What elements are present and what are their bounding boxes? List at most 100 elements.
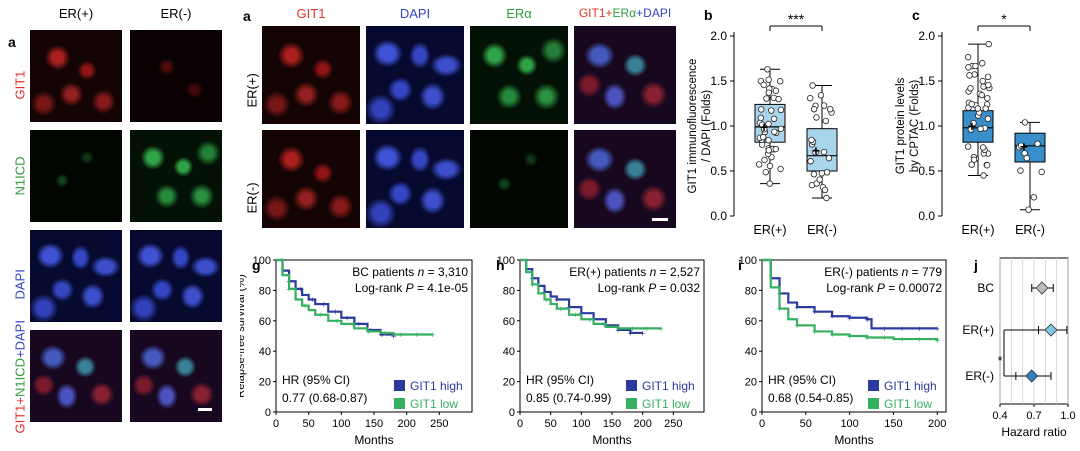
- censor-mark-g-1: +: [350, 319, 355, 329]
- data-point-c: [984, 115, 992, 122]
- mean-marker-c-0: +: [968, 118, 976, 134]
- mid-image-git1-erpos: [262, 26, 360, 124]
- censor-mark-g-0: +: [321, 300, 326, 310]
- stats-line-2-i: Log-rank P = 0.00072: [826, 281, 942, 295]
- data-point-b: [759, 133, 767, 141]
- forest-point-1: [1044, 323, 1058, 337]
- censor-mark-i-0: +: [900, 324, 905, 334]
- x-tick-label-i: 150: [884, 418, 902, 430]
- mid-col-era: ERα: [506, 6, 532, 21]
- y-tick-label-i: 40: [745, 346, 757, 358]
- x-tick-label-g: 200: [397, 418, 415, 430]
- data-point-c: [1025, 206, 1032, 213]
- y-tick-label-b: 1.0: [710, 119, 727, 133]
- data-point-c: [1017, 167, 1024, 174]
- censor-mark-i-0: +: [882, 324, 887, 334]
- data-point-c: [980, 172, 987, 179]
- mean-marker-b-1: +: [812, 142, 820, 158]
- data-point-b: [810, 106, 818, 113]
- censor-mark-i-0: +: [847, 313, 852, 323]
- censor-mark-i-0: +: [794, 303, 799, 313]
- data-point-c: [1030, 194, 1038, 201]
- y-tick-label-i: 100: [739, 255, 757, 267]
- y-tick-label-h: 0: [509, 407, 515, 419]
- data-point-c: [979, 144, 987, 151]
- y-tick-label-g: 0: [265, 407, 271, 419]
- x-tick-label-g: 0: [273, 418, 279, 430]
- mid-image-merge-erpos: [574, 26, 676, 124]
- mid-row-erneg: ER(-): [244, 182, 260, 214]
- data-point-c: [971, 71, 978, 78]
- censor-mark-h-1: +: [630, 324, 635, 334]
- mid-image-era-erneg: [470, 130, 568, 228]
- left-scale-bar: [198, 408, 212, 411]
- survival-curve-g-1: [276, 258, 433, 336]
- left-row-n1icd: N1ICD: [12, 156, 28, 196]
- data-point-c: [1038, 168, 1045, 176]
- panel-letter-g: g: [252, 257, 261, 273]
- data-point-b: [820, 102, 828, 109]
- data-point-c: [979, 77, 986, 85]
- hr-label-h: HR (95% CI): [526, 373, 594, 387]
- y-tick-label-h: 80: [503, 285, 515, 297]
- legend-swatch-g-1: [394, 398, 405, 409]
- y-tick-label-i: 80: [745, 285, 757, 297]
- left-merge-part-2: +: [12, 397, 28, 405]
- censor-mark-h-1: +: [544, 295, 549, 305]
- data-point-b: [818, 170, 826, 177]
- censor-mark-i-1: +: [900, 335, 905, 345]
- boxplot-b: b 0.0 0.5 1.0 1.5 2.0 GIT1 immunofluorescence /…: [687, 7, 838, 237]
- data-point-b: [761, 126, 768, 133]
- x-tick-label-j: 0.7: [1026, 410, 1041, 422]
- x-tick-label-g: 250: [430, 418, 448, 430]
- x-tick-label-i: 0: [759, 418, 765, 430]
- data-point-b: [765, 89, 773, 96]
- censor-mark-i-1: +: [794, 321, 799, 331]
- forest-row-label-1: ER(+): [962, 323, 994, 337]
- km-plot-g: g 0 20 40 60 80 100 0 50 100 150 200 250 Months Relaps…: [240, 255, 473, 447]
- data-point-b: [764, 66, 771, 73]
- y-axis-label-b: GIT1 immunofluorescence: [687, 59, 699, 194]
- hr-label-i: HR (95% CI): [768, 373, 836, 387]
- left-image-git1-erneg: [130, 30, 222, 122]
- legend-swatch-g-0: [394, 380, 405, 391]
- data-point-c: [970, 119, 977, 127]
- panel-letter-mid-a: a: [243, 8, 251, 24]
- data-point-c: [968, 161, 975, 168]
- legend-swatch-h-0: [626, 380, 637, 391]
- data-point-b: [813, 114, 820, 121]
- censor-mark-h-1: +: [616, 324, 621, 334]
- censor-mark-g-0: +: [333, 307, 338, 317]
- x-tick-label-h: 200: [633, 418, 651, 430]
- censor-mark-i-1: +: [777, 304, 782, 314]
- data-point-b: [777, 78, 784, 85]
- data-point-c: [964, 53, 972, 61]
- censor-mark-h-1: +: [573, 310, 578, 320]
- data-point-b: [761, 156, 768, 164]
- data-point-c: [983, 162, 991, 169]
- data-point-b: [825, 154, 833, 162]
- censor-mark-i-1: +: [917, 335, 922, 345]
- y-tick-label-c: 2.0: [918, 29, 935, 43]
- forest-significance: *: [997, 353, 1002, 368]
- censor-mark-h-1: +: [644, 324, 649, 334]
- boxplot-c: c 0.0 0.5 1.0 1.5 2.0 GIT1 protein levels by CP…: [895, 7, 1046, 237]
- x-tick-label-i: 200: [928, 418, 946, 430]
- data-point-b: [763, 95, 770, 102]
- censor-mark-h-0: +: [640, 328, 645, 338]
- censor-mark-i-1: +: [847, 332, 852, 342]
- hr-value-h: 0.85 (0.74-0.99): [526, 391, 611, 405]
- legend-label-i-1: GIT1 low: [884, 397, 932, 411]
- mid-merge-part-3: ERα: [612, 6, 637, 20]
- data-point-b: [765, 137, 772, 144]
- left-merge-part-4: +DAPI: [12, 320, 28, 358]
- stats-line-2-g: Log-rank P = 4.1e-05: [355, 281, 468, 295]
- y-tick-label-h: 20: [503, 377, 515, 389]
- censor-mark-g-0: +: [379, 330, 384, 340]
- x-tick-label-h: 150: [603, 418, 621, 430]
- censor-mark-g-1: +: [334, 316, 339, 326]
- censor-mark-i-0: +: [829, 312, 834, 322]
- censor-mark-h-0: +: [616, 325, 621, 335]
